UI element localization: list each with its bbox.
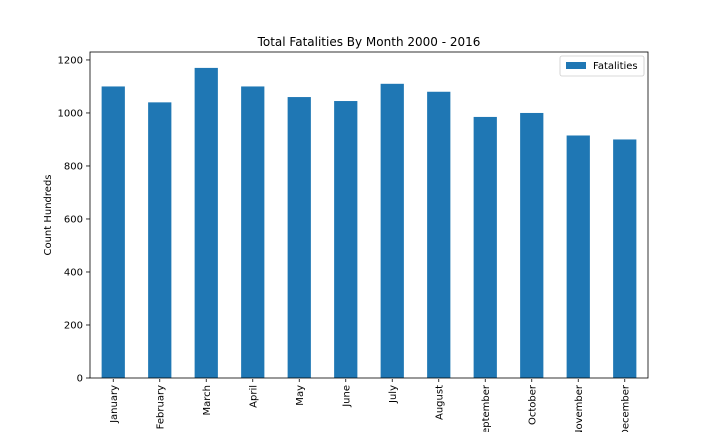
bar-april xyxy=(241,86,265,378)
bar-december xyxy=(613,139,637,378)
y-tick-label: 1000 xyxy=(58,108,83,119)
y-axis-label: Count Hundreds xyxy=(43,174,54,255)
x-tick-label: July xyxy=(388,385,399,404)
x-axis-ticks: January February March April May June July Augu… xyxy=(109,379,631,432)
y-tick-label: 0 xyxy=(77,374,83,385)
bar-group xyxy=(101,67,637,379)
bar-october xyxy=(520,112,544,378)
x-tick-label: April xyxy=(248,385,259,408)
x-tick-label: September xyxy=(481,384,492,432)
bar-july xyxy=(380,83,404,379)
legend: Fatalities xyxy=(559,55,645,77)
bar-february xyxy=(148,102,172,378)
plot-frame xyxy=(89,51,649,379)
bar-march xyxy=(194,67,218,378)
x-tick-label: November xyxy=(574,384,585,432)
legend-label: Fatalities xyxy=(593,61,638,72)
bar-august xyxy=(427,91,451,378)
bar-january xyxy=(101,86,125,378)
y-tick-label: 800 xyxy=(64,161,83,172)
x-tick-label: December xyxy=(620,384,631,432)
bar-november xyxy=(566,135,590,378)
x-tick-label: March xyxy=(202,385,213,415)
x-tick-label: January xyxy=(109,385,120,424)
x-tick-label: June xyxy=(341,385,352,408)
y-tick-label: 600 xyxy=(64,214,83,225)
y-tick-label: 400 xyxy=(64,267,83,278)
x-tick-label: May xyxy=(295,385,306,406)
chart-title: Total Fatalities By Month 2000 - 2016 xyxy=(257,35,481,49)
x-tick-label: February xyxy=(155,385,166,429)
y-tick-label: 1200 xyxy=(58,55,83,66)
x-tick-label: August xyxy=(434,385,445,420)
bar-may xyxy=(287,97,311,378)
legend-box xyxy=(559,55,645,77)
y-axis-ticks: 0 200 400 600 800 1000 1200 xyxy=(58,55,90,385)
bar-june xyxy=(334,101,358,378)
x-tick-label: October xyxy=(527,384,538,425)
y-tick-label: 200 xyxy=(64,320,83,331)
legend-swatch xyxy=(566,62,586,69)
bar-september xyxy=(473,116,497,378)
